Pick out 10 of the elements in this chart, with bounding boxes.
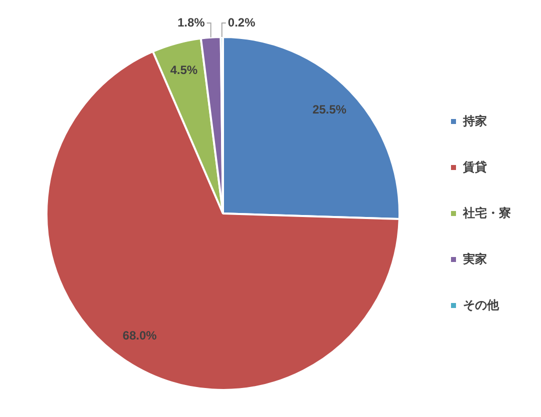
legend-label: 賃貸 <box>462 160 487 174</box>
legend-label: 持家 <box>462 114 487 128</box>
legend-label: その他 <box>463 298 500 312</box>
data-label: 4.5% <box>170 62 198 77</box>
data-label: 68.0% <box>122 328 158 342</box>
data-label: 1.8% <box>177 15 206 30</box>
data-label: 0.2% <box>228 15 256 30</box>
legend-label: 実家 <box>462 252 487 266</box>
data-label: 25.5% <box>312 102 347 117</box>
legend-label: 社宅・寮 <box>462 206 511 220</box>
